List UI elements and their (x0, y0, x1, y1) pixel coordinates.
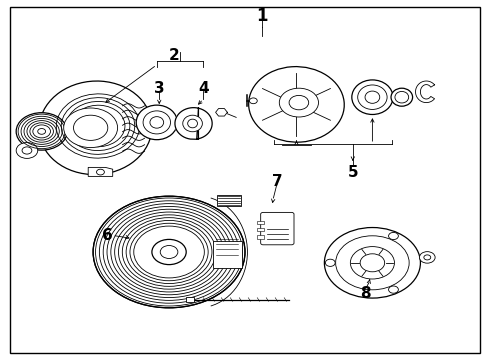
Polygon shape (175, 108, 212, 139)
Ellipse shape (391, 88, 413, 106)
Ellipse shape (365, 91, 380, 103)
Text: 7: 7 (271, 174, 282, 189)
Circle shape (350, 247, 394, 279)
Circle shape (160, 246, 178, 258)
Polygon shape (216, 109, 227, 116)
Text: 2: 2 (169, 48, 179, 63)
Ellipse shape (395, 91, 409, 103)
Text: 1: 1 (256, 7, 268, 25)
Circle shape (74, 115, 108, 140)
Ellipse shape (136, 105, 177, 140)
Ellipse shape (150, 117, 164, 128)
Circle shape (325, 259, 335, 266)
Circle shape (152, 239, 186, 265)
Ellipse shape (352, 80, 393, 114)
Text: 8: 8 (360, 286, 370, 301)
Circle shape (16, 113, 67, 150)
Text: 5: 5 (347, 165, 358, 180)
Bar (213, 241, 242, 268)
Circle shape (389, 286, 398, 293)
Bar (186, 297, 194, 302)
Bar (257, 235, 264, 239)
Text: 3: 3 (154, 81, 165, 96)
Polygon shape (88, 167, 113, 176)
Ellipse shape (143, 111, 171, 134)
Circle shape (38, 129, 46, 134)
Bar (257, 228, 264, 231)
FancyBboxPatch shape (261, 212, 294, 245)
Ellipse shape (358, 85, 387, 109)
Circle shape (249, 98, 257, 104)
Text: 4: 4 (198, 81, 209, 96)
Bar (257, 221, 264, 224)
Circle shape (93, 196, 245, 308)
Circle shape (97, 169, 104, 175)
Circle shape (16, 143, 38, 158)
Circle shape (419, 252, 435, 263)
Circle shape (289, 95, 309, 110)
Circle shape (279, 88, 318, 117)
Ellipse shape (183, 115, 202, 132)
Circle shape (389, 233, 398, 240)
Circle shape (360, 254, 385, 272)
Polygon shape (416, 81, 435, 103)
Circle shape (22, 147, 32, 154)
Circle shape (64, 108, 118, 148)
Ellipse shape (39, 81, 152, 175)
Circle shape (324, 228, 420, 298)
Ellipse shape (188, 119, 197, 128)
Text: 6: 6 (102, 228, 113, 243)
Bar (217, 195, 241, 206)
Ellipse shape (248, 67, 344, 142)
Circle shape (424, 255, 431, 260)
